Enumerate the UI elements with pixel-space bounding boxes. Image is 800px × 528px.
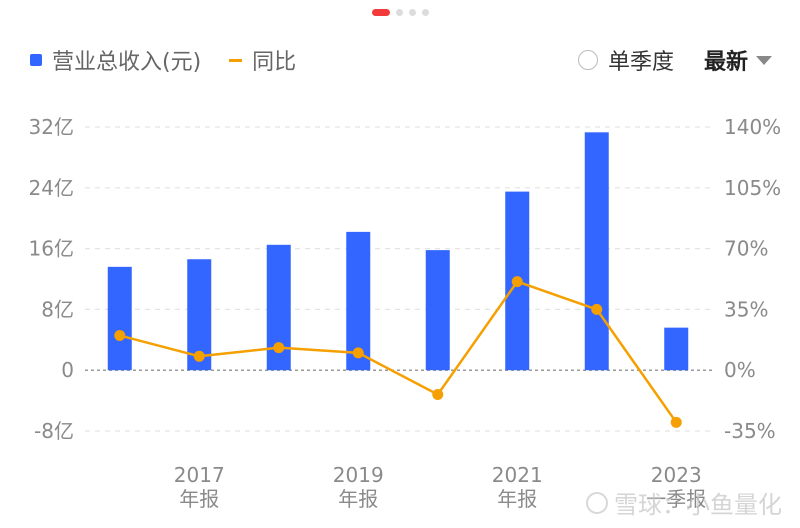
bar [425, 250, 450, 371]
bar [584, 132, 609, 371]
line-point [352, 347, 364, 359]
y-right-tick-label: -35% [724, 419, 776, 443]
page-dot[interactable] [395, 9, 403, 16]
x-tick-label: 2019 [333, 463, 384, 487]
snowball-logo-icon [586, 491, 608, 514]
sort-dropdown-label[interactable]: 最新 [703, 50, 748, 75]
chart-legend: 营业总收入(元) 同比 [30, 44, 296, 76]
y-right-tick-label: 140% [724, 115, 781, 139]
bar-legend-label: 营业总收入(元) [52, 50, 202, 75]
y-left-tick-label: -8亿 [34, 419, 74, 443]
line-point [670, 416, 682, 428]
x-tick-label: 2023 [651, 463, 702, 487]
line-point [432, 389, 444, 401]
line-point [591, 303, 603, 315]
page-dot[interactable] [421, 9, 429, 16]
line-series [114, 276, 682, 428]
yoy-line [119, 280, 678, 424]
bar [346, 231, 371, 371]
chart-controls: 单季度 最新 [577, 44, 772, 76]
quarterly-radio-icon[interactable] [577, 50, 598, 70]
x-tick-label: 2021 [492, 463, 543, 487]
bar-series [107, 132, 689, 371]
y-right-tick-label: 35% [724, 297, 768, 321]
y-left-tick-label: 16亿 [29, 237, 74, 261]
grid-lines [85, 126, 712, 432]
line-legend-swatch [229, 58, 243, 62]
bar-legend-swatch [30, 54, 42, 66]
line-point [273, 342, 285, 354]
x-tick-label: 一季报 [646, 487, 706, 511]
x-tick-label: 年报 [179, 487, 219, 511]
y-right-tick-label: 105% [724, 176, 781, 200]
line-legend-label: 同比 [252, 50, 297, 75]
y-left-tick-label: 24亿 [29, 176, 74, 200]
y-left-tick-label: 32亿 [29, 115, 74, 139]
page-dot[interactable] [408, 9, 416, 16]
line-point [114, 329, 126, 341]
y-right-tick-label: 0% [724, 358, 756, 382]
y-axis-left: 32亿 24亿 16亿 8亿 0 -8亿 [29, 115, 74, 443]
page-dot-active[interactable] [371, 9, 390, 16]
x-tick-label: 年报 [497, 487, 537, 511]
y-axis-right: 140% 105% 70% 35% 0% -35% [724, 115, 781, 443]
line-point [193, 350, 205, 362]
bar [107, 266, 132, 371]
line-point [511, 276, 523, 288]
y-right-tick-label: 70% [724, 237, 768, 261]
watermark: 雪球：小鱼量化 [586, 485, 782, 520]
y-left-tick-label: 8亿 [41, 297, 74, 321]
quarterly-toggle-label[interactable]: 单季度 [607, 50, 674, 75]
chevron-down-icon[interactable] [756, 55, 772, 65]
x-tick-label: 2017 [174, 463, 225, 487]
page-indicator[interactable] [0, 9, 800, 16]
y-left-tick-label: 0 [61, 358, 74, 382]
bar [664, 327, 689, 371]
watermark-text: 雪球：小鱼量化 [614, 491, 782, 519]
x-tick-label: 年报 [338, 487, 378, 511]
